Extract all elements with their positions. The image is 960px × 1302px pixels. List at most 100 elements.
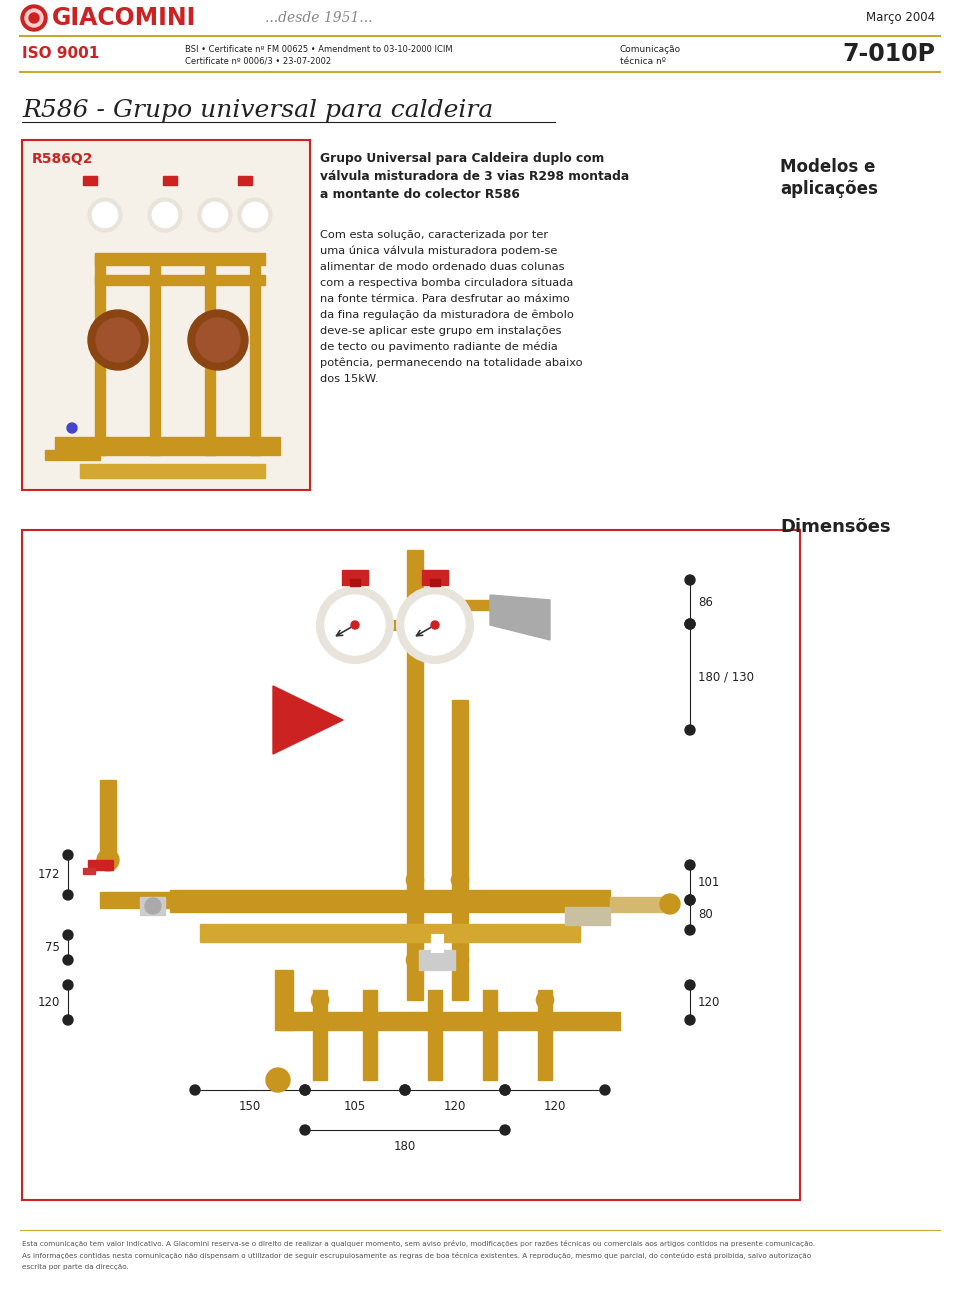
Bar xyxy=(150,255,160,454)
Circle shape xyxy=(660,894,680,914)
Circle shape xyxy=(198,198,232,232)
Text: 150: 150 xyxy=(239,1100,261,1113)
Text: válvula misturadora de 3 vias R298 montada: válvula misturadora de 3 vias R298 monta… xyxy=(320,171,629,184)
Bar xyxy=(280,1012,620,1030)
Text: 75: 75 xyxy=(45,941,60,954)
Bar xyxy=(435,600,490,611)
Circle shape xyxy=(97,849,119,871)
Bar xyxy=(95,275,265,285)
Text: Modelos e: Modelos e xyxy=(780,158,876,176)
Bar xyxy=(55,437,280,454)
Circle shape xyxy=(242,202,268,228)
Circle shape xyxy=(145,898,161,914)
Bar xyxy=(238,176,252,185)
Text: GIACOMINI: GIACOMINI xyxy=(52,7,197,30)
Text: potência, permanecendo na totalidade abaixo: potência, permanecendo na totalidade aba… xyxy=(320,358,583,368)
Circle shape xyxy=(63,850,73,861)
Text: deve-se aplicar este grupo em instalações: deve-se aplicar este grupo em instalaçõe… xyxy=(320,326,562,336)
Text: R586Q2: R586Q2 xyxy=(32,152,93,165)
Circle shape xyxy=(63,980,73,990)
Bar xyxy=(170,891,610,911)
Circle shape xyxy=(202,202,228,228)
Circle shape xyxy=(451,950,469,969)
Polygon shape xyxy=(490,595,550,641)
Circle shape xyxy=(25,9,43,27)
Bar xyxy=(45,450,100,460)
Circle shape xyxy=(685,618,695,629)
Circle shape xyxy=(400,1085,410,1095)
Text: uma única válvula misturadora podem-se: uma única válvula misturadora podem-se xyxy=(320,246,558,256)
Text: 120: 120 xyxy=(698,996,720,1009)
Bar xyxy=(313,990,327,1079)
Circle shape xyxy=(266,1068,290,1092)
Circle shape xyxy=(685,1016,695,1025)
Circle shape xyxy=(148,198,182,232)
Circle shape xyxy=(685,894,695,905)
Circle shape xyxy=(29,13,39,23)
Circle shape xyxy=(431,621,439,629)
Bar xyxy=(452,700,468,1000)
Circle shape xyxy=(92,202,118,228)
Circle shape xyxy=(685,575,695,585)
Bar xyxy=(22,530,800,1200)
Text: ...desde 1951...: ...desde 1951... xyxy=(265,10,372,25)
Circle shape xyxy=(63,930,73,940)
Circle shape xyxy=(67,423,77,434)
Text: da fina regulação da misturadora de êmbolo: da fina regulação da misturadora de êmbo… xyxy=(320,310,574,320)
Circle shape xyxy=(300,1085,310,1095)
Circle shape xyxy=(405,595,465,655)
Circle shape xyxy=(451,871,469,889)
Circle shape xyxy=(152,202,178,228)
Circle shape xyxy=(238,198,272,232)
Bar xyxy=(83,868,95,874)
Text: Certificate nº 0006/3 • 23-07-2002: Certificate nº 0006/3 • 23-07-2002 xyxy=(185,56,331,65)
Text: ISO 9001: ISO 9001 xyxy=(22,47,99,61)
Bar xyxy=(83,176,97,185)
Bar xyxy=(275,970,293,1030)
Circle shape xyxy=(196,318,240,362)
Bar xyxy=(80,464,265,478)
Bar xyxy=(95,253,265,266)
Bar xyxy=(95,255,105,454)
Polygon shape xyxy=(273,686,343,754)
Bar xyxy=(407,549,423,1000)
Circle shape xyxy=(63,891,73,900)
Text: na fonte térmica. Para desfrutar ao máximo: na fonte térmica. Para desfrutar ao máxi… xyxy=(320,294,569,303)
Bar xyxy=(610,897,670,911)
Circle shape xyxy=(88,198,122,232)
Text: escrita por parte da direcção.: escrita por parte da direcção. xyxy=(22,1264,129,1269)
Circle shape xyxy=(351,621,359,629)
Text: 180: 180 xyxy=(394,1141,416,1154)
Circle shape xyxy=(300,1125,310,1135)
Bar xyxy=(22,141,310,490)
Circle shape xyxy=(600,1085,610,1095)
Bar xyxy=(100,892,190,907)
Circle shape xyxy=(317,587,393,663)
Circle shape xyxy=(21,5,47,31)
Bar xyxy=(422,570,448,585)
Text: As informações contidas nesta comunicação não dispensam o utilizador de seguir e: As informações contidas nesta comunicaçã… xyxy=(22,1253,811,1259)
Circle shape xyxy=(685,924,695,935)
Bar xyxy=(280,1012,620,1030)
Text: 172: 172 xyxy=(37,868,60,881)
Text: de tecto ou pavimento radiante de média: de tecto ou pavimento radiante de média xyxy=(320,342,558,353)
Bar xyxy=(419,950,455,970)
Text: R586 - Grupo universal para caldeira: R586 - Grupo universal para caldeira xyxy=(22,99,493,121)
Circle shape xyxy=(300,1085,310,1095)
Text: 7-010P: 7-010P xyxy=(842,42,935,66)
Circle shape xyxy=(88,310,148,370)
Circle shape xyxy=(247,661,363,779)
Text: 120: 120 xyxy=(37,996,60,1009)
Bar xyxy=(250,255,260,454)
Circle shape xyxy=(63,954,73,965)
Bar xyxy=(55,437,280,454)
Bar xyxy=(407,549,423,1000)
Bar xyxy=(205,255,215,454)
Text: Grupo Universal para Caldeira duplo com: Grupo Universal para Caldeira duplo com xyxy=(320,152,604,165)
Bar xyxy=(170,891,610,911)
Text: Esta comunicação tem valor indicativo. A Giacomini reserva-se o direito de reali: Esta comunicação tem valor indicativo. A… xyxy=(22,1240,815,1247)
Circle shape xyxy=(536,991,554,1009)
Circle shape xyxy=(397,587,473,663)
Circle shape xyxy=(63,1016,73,1025)
Text: Comunicação: Comunicação xyxy=(620,44,682,53)
